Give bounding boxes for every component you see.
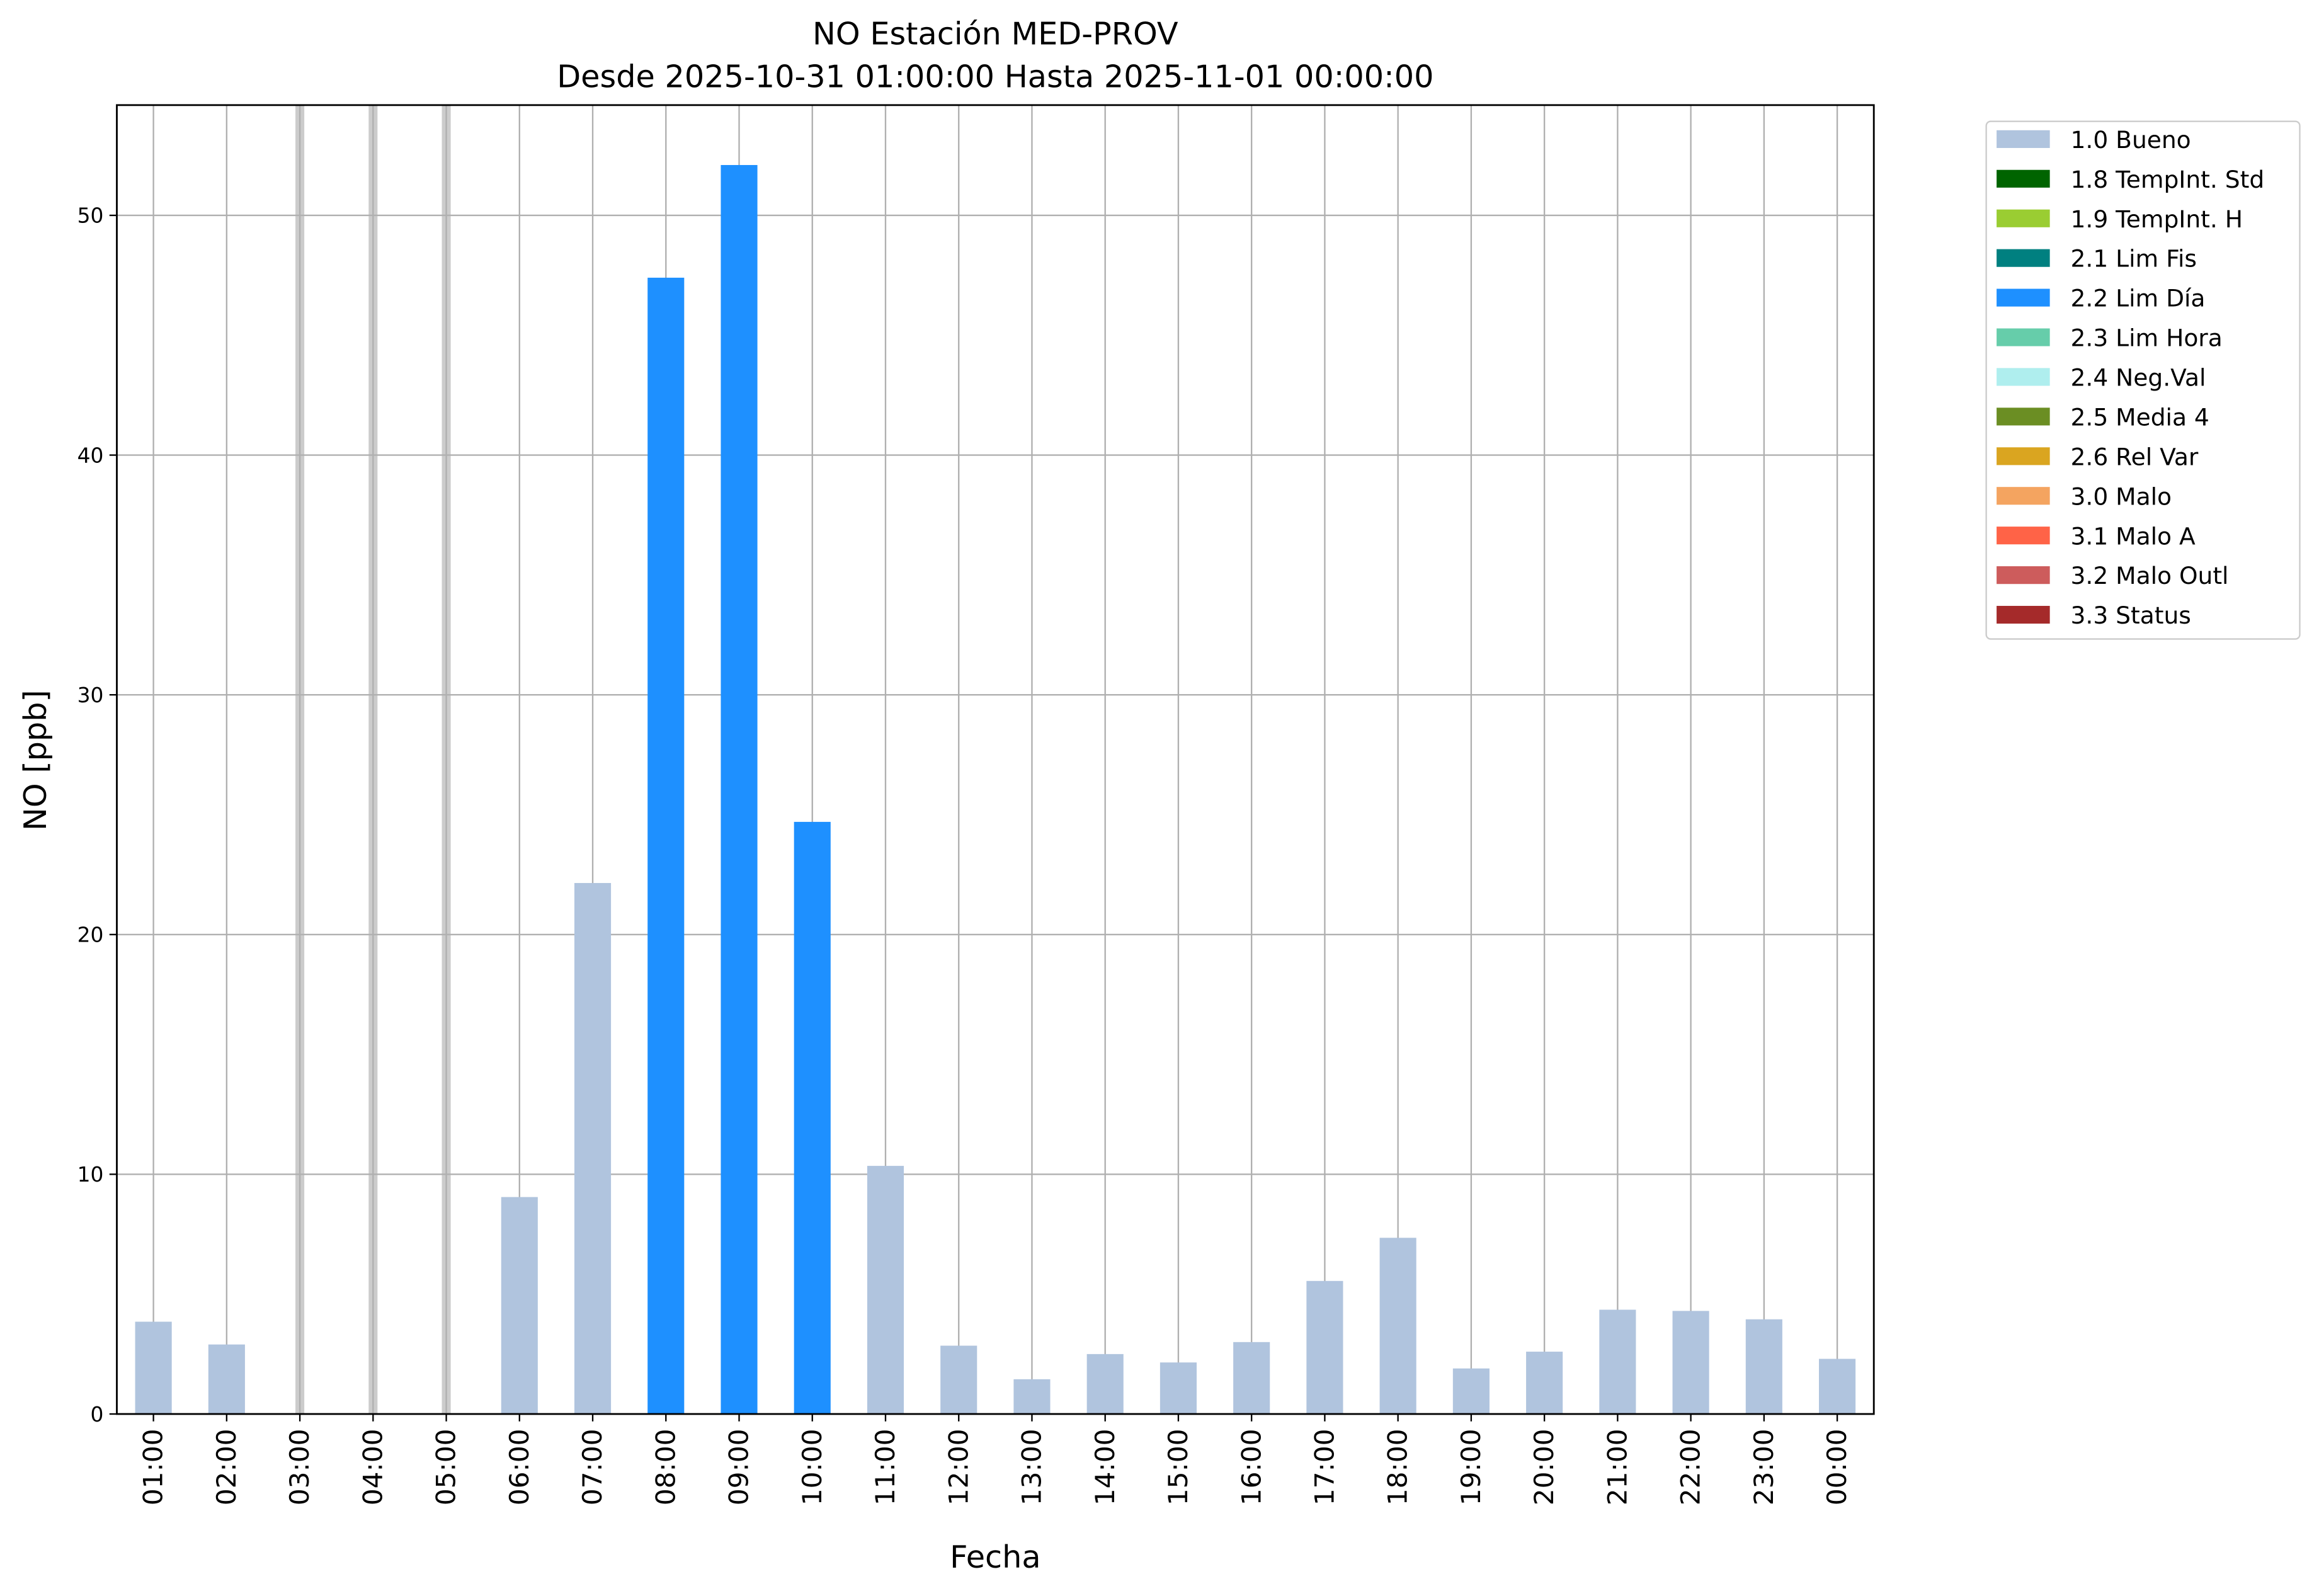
legend-label: 2.4 Neg.Val: [2071, 364, 2206, 392]
legend-label: 1.0 Bueno: [2071, 126, 2191, 154]
legend-label: 3.0 Malo: [2071, 482, 2172, 510]
x-tick-label: 21:00: [1602, 1429, 1632, 1506]
bar: [647, 277, 685, 1415]
legend-swatch: [1997, 566, 2050, 584]
legend-label: 3.1 Malo A: [2071, 522, 2196, 550]
x-tick-label: 22:00: [1675, 1429, 1706, 1506]
plot-frame: [116, 104, 1875, 1415]
x-tick-label: 09:00: [724, 1429, 755, 1506]
y-tick-label: 20: [77, 923, 104, 947]
x-tick-label: 02:00: [211, 1429, 242, 1506]
legend-label: 2.2 Lim Día: [2071, 285, 2206, 312]
bar: [1306, 1280, 1343, 1415]
legend-swatch: [1997, 447, 2050, 465]
legend-swatch: [1997, 487, 2050, 505]
x-tick-label: 00:00: [1821, 1429, 1852, 1506]
x-tick-label: 18:00: [1382, 1429, 1413, 1506]
legend-swatch: [1997, 169, 2050, 188]
x-axis-label: Fecha: [950, 1539, 1041, 1575]
x-tick-label: 08:00: [650, 1429, 681, 1506]
x-tick-label: 07:00: [577, 1429, 608, 1506]
legend-label: 2.3 Lim Hora: [2071, 324, 2223, 352]
x-tick-label: 03:00: [284, 1429, 315, 1506]
x-tick-label: 10:00: [797, 1429, 828, 1506]
legend-label: 1.9 TempInt. H: [2071, 205, 2243, 233]
x-tick-label: 13:00: [1017, 1429, 1047, 1506]
legend-swatch: [1997, 605, 2050, 624]
y-tick-label: 10: [77, 1162, 104, 1187]
x-tick-label: 16:00: [1236, 1429, 1267, 1506]
bar: [867, 1166, 904, 1415]
bar: [135, 1321, 172, 1415]
legend-label: 2.6 Rel Var: [2071, 443, 2199, 470]
bar: [1526, 1352, 1563, 1415]
legend-swatch: [1997, 408, 2050, 426]
bar: [1745, 1319, 1782, 1415]
legend-label: 3.3 Status: [2071, 601, 2191, 629]
bar: [1160, 1362, 1197, 1415]
y-tick-label: 30: [77, 683, 104, 707]
bar: [940, 1345, 977, 1415]
legend-swatch: [1997, 368, 2050, 386]
bar: [1599, 1309, 1636, 1415]
bar: [721, 165, 758, 1415]
bar: [208, 1344, 245, 1415]
x-tick-label: 05:00: [431, 1429, 462, 1506]
x-tick-label: 06:00: [504, 1429, 535, 1506]
legend-swatch: [1997, 209, 2050, 227]
x-tick-label: 20:00: [1529, 1429, 1559, 1506]
legend-swatch: [1997, 249, 2050, 267]
legend-swatch: [1997, 288, 2050, 307]
x-tick-label: 23:00: [1748, 1429, 1779, 1506]
x-tick-label: 04:00: [357, 1429, 388, 1506]
y-tick-label: 50: [77, 203, 104, 228]
bar: [574, 882, 612, 1415]
x-tick-label: 11:00: [870, 1429, 901, 1506]
x-tick-label: 15:00: [1163, 1429, 1194, 1506]
y-tick-label: 0: [90, 1402, 103, 1427]
x-tick-label: 17:00: [1309, 1429, 1340, 1506]
x-tick-label: 01:00: [138, 1429, 169, 1506]
legend-label: 2.1 Lim Fis: [2071, 245, 2197, 273]
legend-label: 1.8 TempInt. Std: [2071, 166, 2265, 193]
legend-label: 3.2 Malo Outl: [2071, 562, 2229, 590]
bar: [1379, 1238, 1416, 1415]
chart-title: NO Estación MED-PROV: [812, 16, 1178, 52]
legend-box: [1985, 120, 2301, 640]
bar: [1672, 1311, 1709, 1415]
legend-label: 2.5 Media 4: [2071, 403, 2209, 431]
bar: [1233, 1342, 1270, 1415]
x-tick-label: 19:00: [1456, 1429, 1486, 1506]
y-axis-label: NO [ppb]: [17, 690, 54, 831]
y-tick-label: 40: [77, 443, 104, 467]
x-tick-label: 14:00: [1090, 1429, 1120, 1506]
bar: [794, 821, 831, 1415]
bar: [1819, 1359, 1856, 1415]
bar: [1086, 1354, 1124, 1415]
bar: [501, 1197, 538, 1415]
chart-subtitle: Desde 2025-10-31 01:00:00 Hasta 2025-11-…: [557, 59, 1433, 95]
x-tick-label: 12:00: [943, 1429, 974, 1506]
legend-swatch: [1997, 130, 2050, 148]
bar: [1452, 1368, 1490, 1415]
bar: [1013, 1379, 1051, 1415]
legend-swatch: [1997, 527, 2050, 545]
legend-swatch: [1997, 328, 2050, 346]
